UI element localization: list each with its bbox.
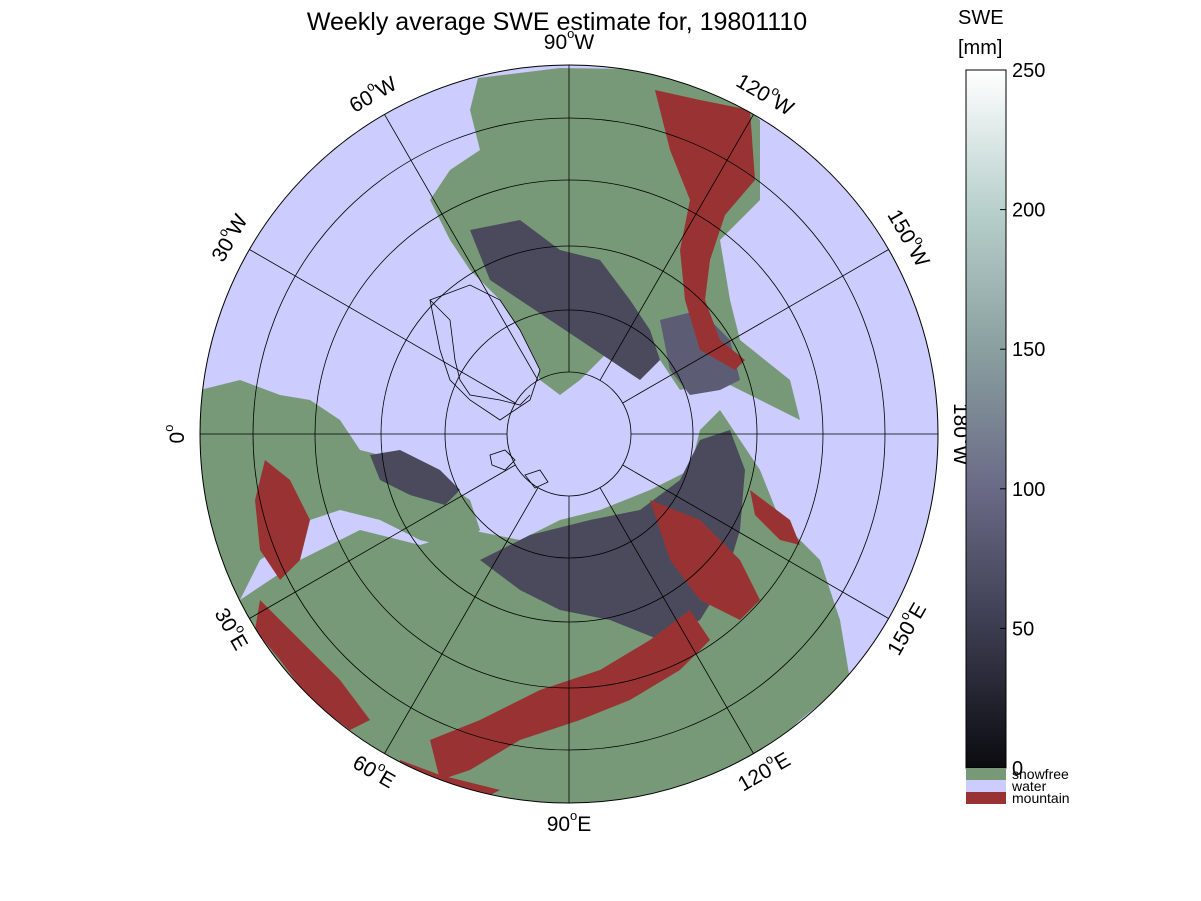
category-swatch-mountain — [966, 792, 1006, 804]
meridian-line — [622, 464, 889, 619]
colorbar-ticks: 0 50 100 150 200 250 — [1000, 60, 1045, 780]
colorbar-tick-label: 100 — [1012, 479, 1045, 501]
category-swatch-water — [966, 780, 1006, 792]
colorbar-gradient — [965, 69, 1007, 769]
central-asia-mountains — [430, 610, 710, 780]
longitude-label: 90oE — [547, 808, 592, 835]
siberia-snow-cover — [480, 430, 745, 640]
colorbar-tick-label: 150 — [1012, 339, 1045, 361]
category-label-water: water — [1011, 778, 1047, 794]
kamchatka-mountains — [750, 490, 800, 545]
map-title: Weekly average SWE estimate for, 1980111… — [307, 8, 807, 36]
map-border — [199, 64, 939, 804]
siberian-mountains — [650, 500, 760, 620]
arctic-coastline — [429, 299, 531, 406]
longitude-label: 0o — [161, 425, 188, 444]
alps-mountains — [255, 460, 310, 580]
meridian-line — [384, 114, 539, 381]
meridian-line — [622, 249, 889, 404]
longitude-label: 90oW — [544, 26, 595, 53]
colorbar-label-line2: [mm] — [958, 37, 1002, 59]
svalbard-outline — [489, 449, 516, 471]
colorbar-tick-label: 50 — [1012, 618, 1034, 640]
svg-text:0o: 0o — [161, 425, 188, 444]
meridian-line — [249, 464, 516, 619]
scandinavia-snow-cover — [370, 450, 460, 505]
category-label-snowfree: snowfree — [1012, 766, 1069, 782]
rocky-mountains — [655, 90, 755, 370]
meridian-line — [599, 487, 754, 754]
colorbar-tick-label: 250 — [1012, 60, 1045, 82]
meridian-line — [249, 249, 516, 404]
alaska-snow-cover — [660, 310, 740, 395]
category-swatch-snowfree — [966, 768, 1006, 780]
europe-landmass — [200, 380, 480, 620]
canada-snow-cover — [470, 220, 660, 380]
meridian-lines — [200, 65, 938, 803]
meridian-line — [599, 114, 754, 381]
colorbar: SWE [mm] 0 50 100 150 200 250 snowfreewatermo… — [958, 7, 1070, 806]
polar-map — [200, 65, 938, 803]
category-label-mountain: mountain — [1012, 790, 1070, 806]
colorbar-label-line1: SWE — [958, 7, 1004, 29]
svg-text:90oW: 90oW — [544, 26, 595, 53]
colorbar-tick-label: 200 — [1012, 200, 1045, 222]
caucasus-mountains — [255, 600, 370, 730]
meridian-line — [384, 487, 539, 754]
colorbar-tick-label: 0 — [1012, 758, 1023, 780]
greenland-icecap — [429, 284, 541, 421]
svg-text:90oE: 90oE — [547, 808, 592, 835]
